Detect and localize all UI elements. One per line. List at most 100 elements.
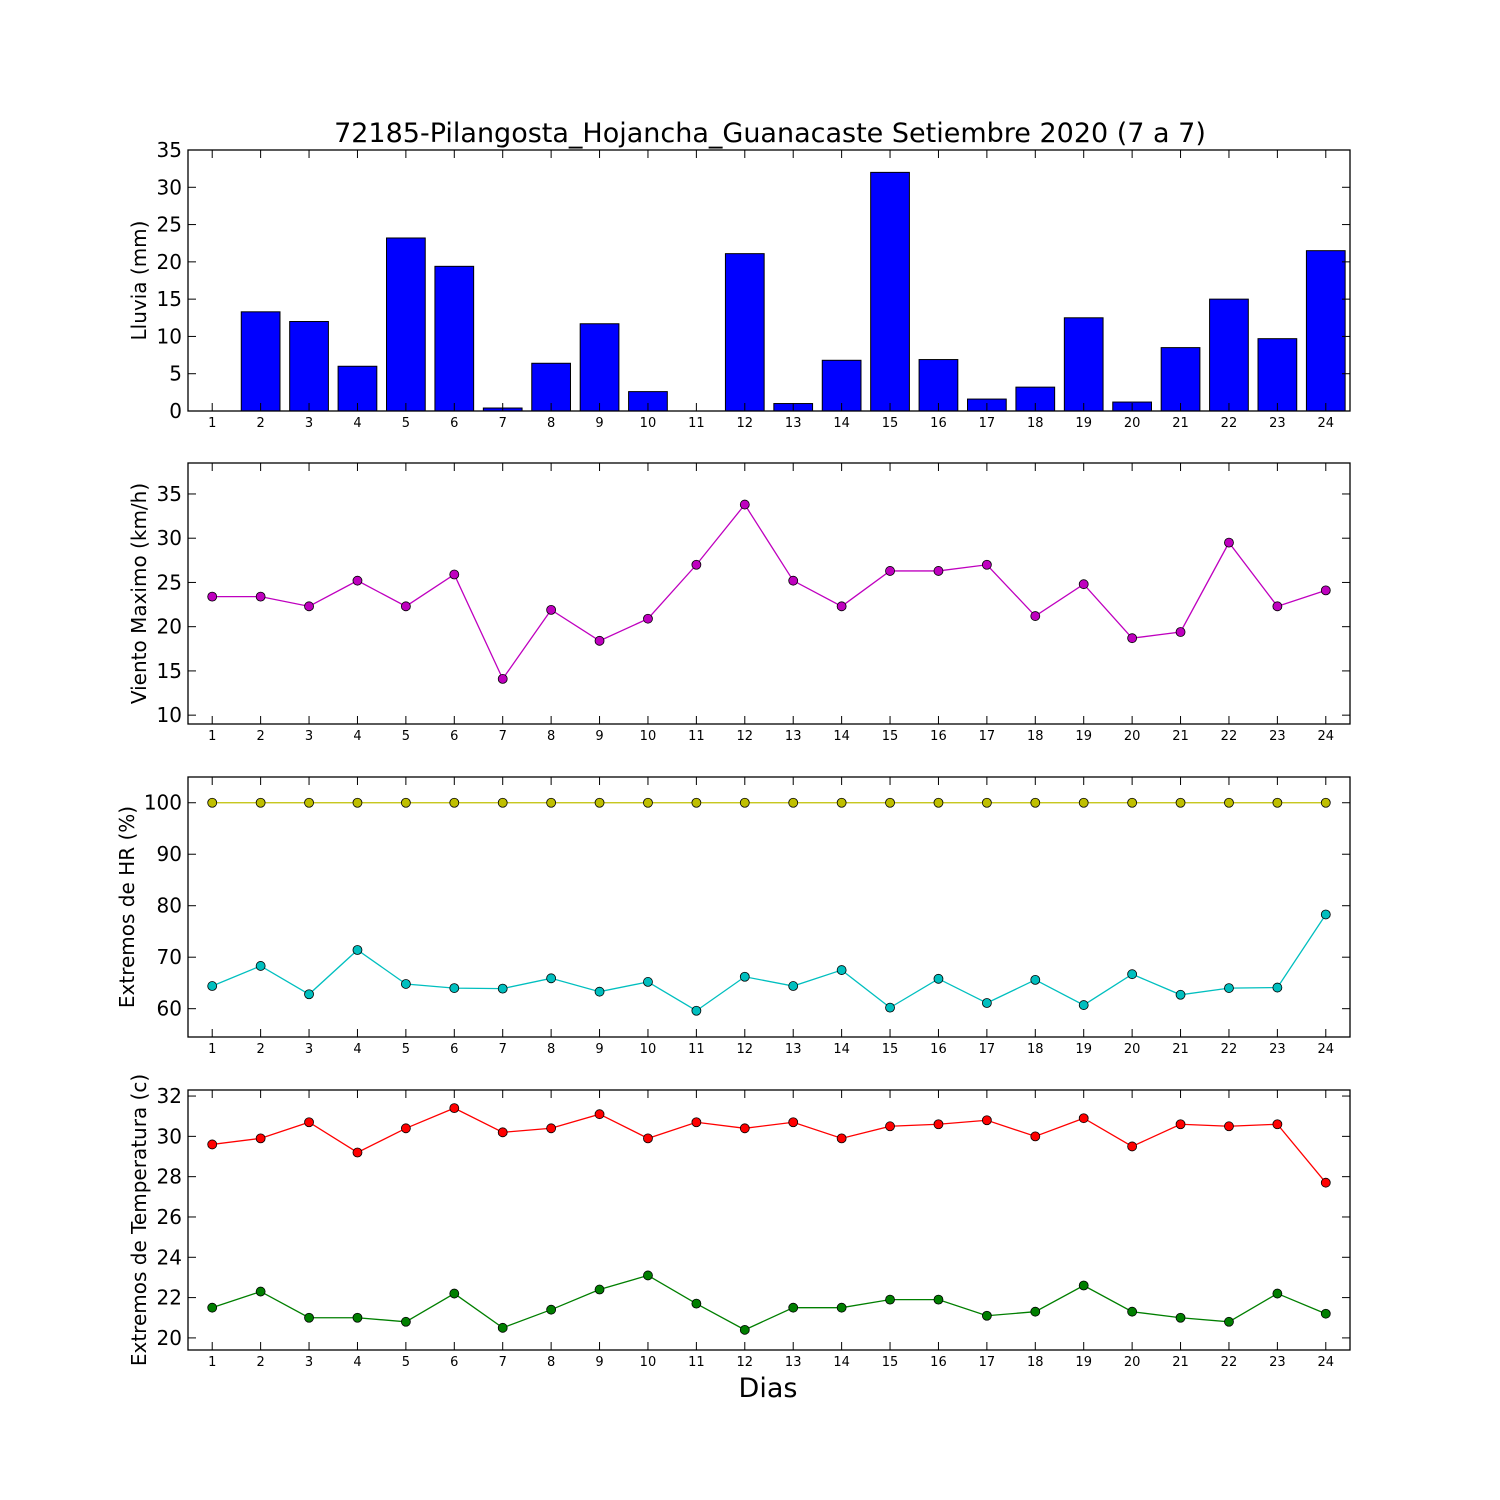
y-tick-label: 10: [157, 703, 182, 727]
data-point: [1078, 1000, 1089, 1010]
x-tick-label: 1: [208, 1355, 216, 1370]
plot-frame: [187, 462, 1351, 725]
x-tick-label: 2: [256, 729, 264, 744]
x-tick-label: 18: [1027, 1355, 1044, 1370]
y-tick-label: 25: [157, 570, 182, 594]
x-tick-label: 5: [402, 416, 410, 431]
data-point: [1078, 1113, 1089, 1124]
x-tick-label: 14: [833, 1355, 850, 1370]
y-axis-label: Viento Maximo (km/h): [127, 483, 151, 704]
x-tick-label: 12: [737, 1042, 754, 1057]
x-tick-label: 21: [1172, 416, 1189, 431]
x-tick-label: 12: [737, 416, 754, 431]
data-point: [836, 965, 847, 975]
x-tick-label: 17: [979, 1355, 996, 1370]
data-point: [1320, 797, 1331, 808]
data-point: [788, 1117, 799, 1128]
data-point: [981, 797, 992, 808]
x-tick-label: 1: [208, 416, 216, 431]
x-tick-label: 18: [1027, 729, 1044, 744]
y-tick-label: 22: [157, 1286, 182, 1310]
data-point: [788, 1302, 799, 1313]
bar: [1257, 338, 1298, 412]
x-tick-label: 8: [547, 1355, 555, 1370]
data-point: [691, 1005, 702, 1016]
x-tick-label: 21: [1172, 1042, 1189, 1057]
x-tick-label: 7: [499, 416, 507, 431]
data-point: [546, 973, 557, 984]
series-line-2: [211, 914, 1327, 1012]
y-tick-label: 20: [157, 250, 182, 274]
data-point: [255, 1133, 266, 1144]
data-point: [643, 613, 653, 624]
x-tick-label: 13: [785, 416, 802, 431]
y-tick-label: 15: [157, 287, 182, 311]
bar: [918, 359, 959, 412]
y-tick-label: 26: [157, 1205, 182, 1229]
data-point: [1224, 983, 1234, 993]
x-tick-label: 17: [979, 1042, 996, 1057]
x-tick-label: 13: [785, 1355, 802, 1370]
data-point: [207, 981, 218, 991]
data-point: [1320, 1308, 1331, 1319]
x-tick-label: 10: [640, 1042, 657, 1057]
plot-frame: [187, 1089, 1351, 1351]
data-point: [400, 1123, 411, 1134]
y-tick-label: 60: [157, 997, 182, 1021]
x-tick-label: 10: [640, 729, 657, 744]
y-tick-label: 28: [157, 1165, 182, 1189]
x-tick-label: 12: [737, 729, 754, 744]
bar: [1209, 298, 1249, 412]
x-tick-label: 4: [353, 1355, 361, 1370]
data-point: [981, 998, 992, 1008]
data-point: [1224, 1121, 1234, 1132]
y-tick-label: 25: [157, 213, 182, 237]
data-point: [1272, 982, 1283, 993]
data-point: [1272, 1119, 1283, 1130]
y-tick-label: 15: [157, 659, 182, 683]
x-tick-label: 15: [882, 1355, 899, 1370]
y-axis-label: Extremos de HR (%): [115, 806, 139, 1008]
data-point: [594, 986, 605, 997]
y-tick-label: 32: [157, 1084, 182, 1108]
x-tick-label: 1: [208, 1042, 216, 1057]
data-point: [885, 566, 895, 576]
data-point: [981, 1310, 992, 1321]
data-point: [885, 1121, 895, 1132]
y-tick-label: 100: [144, 791, 182, 815]
data-point: [449, 1288, 460, 1299]
y-tick-label: 10: [157, 324, 182, 348]
y-tick-label: 20: [157, 1326, 182, 1350]
data-point: [546, 797, 557, 808]
y-axis-label: Lluvia (mm): [127, 221, 151, 341]
x-tick-label: 6: [450, 729, 458, 744]
data-point: [207, 591, 218, 602]
data-point: [933, 973, 944, 984]
data-point: [594, 635, 605, 646]
data-point: [594, 797, 605, 808]
data-point: [497, 673, 508, 684]
y-tick-label: 24: [157, 1245, 182, 1269]
x-tick-label: 6: [450, 1042, 458, 1057]
x-tick-label: 6: [450, 416, 458, 431]
data-point: [497, 797, 508, 808]
x-tick-label: 16: [930, 1355, 947, 1370]
x-tick-label: 24: [1318, 416, 1335, 431]
data-point: [1272, 797, 1283, 808]
x-tick-label: 9: [595, 416, 603, 431]
data-point: [1175, 797, 1186, 808]
x-tick-label: 11: [688, 1042, 705, 1057]
y-axis-label: Extremos de Temperatura (c): [127, 1074, 151, 1366]
x-tick-label: 21: [1172, 1355, 1189, 1370]
data-point: [981, 559, 992, 570]
data-point: [981, 1115, 992, 1126]
data-point: [497, 983, 508, 994]
data-point: [788, 575, 799, 586]
data-point: [546, 1123, 557, 1134]
data-point: [1320, 909, 1331, 920]
x-tick-label: 14: [833, 1042, 850, 1057]
x-tick-label: 7: [499, 729, 507, 744]
y-tick-label: 35: [157, 138, 182, 162]
